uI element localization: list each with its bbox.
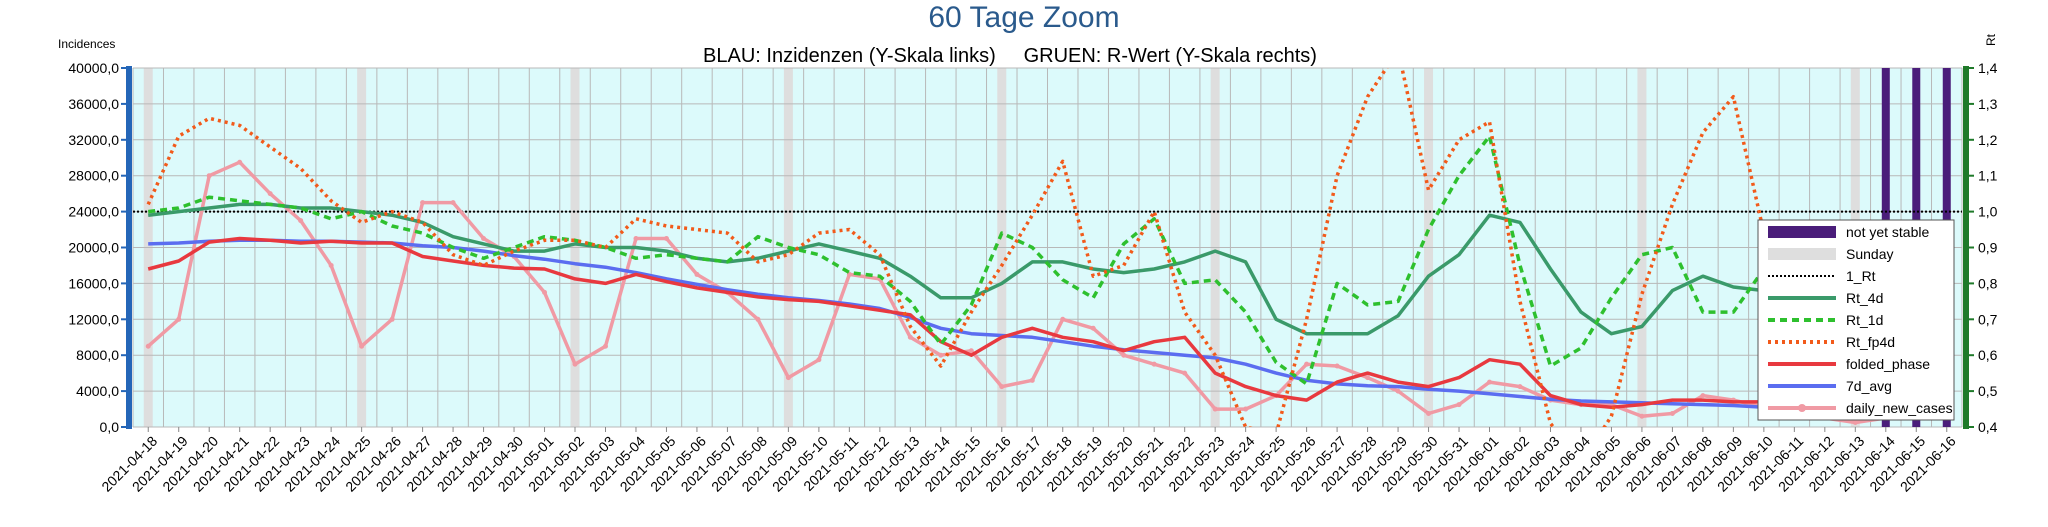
data-point-daily-new-cases [267,191,273,197]
data-point-daily-new-cases [1212,406,1218,412]
legend-label-rt-fp4d: Rt_fp4d [1846,334,1895,350]
series-line-daily-new-cases [147,160,1948,425]
legend-label-7d-avg: 7d_avg [1846,378,1892,394]
data-point-daily-new-cases [145,343,151,349]
data-point-daily-new-cases [633,236,639,242]
legend-label-daily-new-cases: daily_new_cases [1846,400,1953,416]
data-point-daily-new-cases [938,352,944,358]
data-point-daily-new-cases [1365,375,1371,381]
data-point-daily-new-cases [1487,379,1493,385]
legend-swatch-not-yet-stable [1768,226,1836,238]
data-point-daily-new-cases [1395,388,1401,394]
legend-label-rt-4d: Rt_4d [1846,290,1883,306]
data-point-daily-new-cases [1334,363,1340,369]
legend-label-rt-1d: Rt_1d [1846,312,1883,328]
right-tick-label: 1,0 [1978,204,1998,220]
data-point-daily-new-cases [298,218,304,224]
left-tick-label: 36000,0 [68,96,119,112]
left-tick-label: 12000,0 [68,311,119,327]
data-point-daily-new-cases [1852,420,1858,426]
legend-swatch-sunday [1768,248,1836,260]
left-tick-label: 24000,0 [68,204,119,220]
data-point-daily-new-cases [1639,413,1645,419]
right-tick-label: 0,9 [1978,240,1998,256]
data-point-daily-new-cases [176,316,182,322]
right-tick-label: 1,1 [1978,168,1998,184]
right-tick-label: 0,4 [1978,419,1998,435]
right-tick-label: 0,6 [1978,347,1998,363]
legend-marker-daily-new-cases [1798,404,1806,412]
data-point-daily-new-cases [237,159,243,165]
series-line-folded-phase [147,236,1948,420]
chart-subtitle: BLAU: Inzidenzen (Y-Skala links) GRUEN: … [703,45,1317,67]
data-point-daily-new-cases [968,348,974,354]
data-point-daily-new-cases [542,289,548,295]
data-point-daily-new-cases [1090,325,1096,331]
data-point-daily-new-cases [1669,411,1675,417]
data-point-daily-new-cases [907,334,913,340]
data-point-daily-new-cases [420,200,426,206]
left-tick-label: 16000,0 [68,275,119,291]
data-point-daily-new-cases [1426,411,1432,417]
data-point-daily-new-cases [755,316,761,322]
legend-label-1-rt: 1_Rt [1846,268,1876,284]
legend-label-folded-phase: folded_phase [1846,356,1930,372]
left-tick-label: 4000,0 [76,383,119,399]
right-tick-label: 1,3 [1978,96,1998,112]
right-tick-label: 1,2 [1978,132,1998,148]
left-tick-label: 8000,0 [76,347,119,363]
data-point-daily-new-cases [816,357,822,363]
data-point-daily-new-cases [359,343,365,349]
data-point-daily-new-cases [999,384,1005,390]
data-point-daily-new-cases [572,361,578,367]
left-axis-label: Incidences [58,37,115,51]
data-point-daily-new-cases [663,236,669,242]
left-tick-label: 32000,0 [68,132,119,148]
data-point-daily-new-cases [450,200,456,206]
series-line-rt-fp4d [146,68,1948,427]
right-tick-label: 1,4 [1978,60,1998,76]
data-point-daily-new-cases [785,375,791,381]
legend-label-sunday: Sunday [1846,246,1893,262]
left-tick-label: 0,0 [100,419,120,435]
right-tick-label: 0,5 [1978,383,1998,399]
data-point-daily-new-cases [206,173,212,179]
left-tick-label: 20000,0 [68,240,119,256]
right-tick-label: 0,7 [1978,311,1998,327]
right-tick-label: 0,8 [1978,275,1998,291]
data-point-daily-new-cases [481,236,487,242]
plot-area: 0,0 4000,0 8000,0 12000,0 16000,0 20000,0 2400… [68,60,1998,495]
legend-label-not-yet-stable: not yet stable [1846,224,1929,240]
data-point-daily-new-cases [1243,406,1249,412]
data-point-daily-new-cases [1304,361,1310,367]
data-point-daily-new-cases [1029,377,1035,383]
right-axis-label: Rt [1984,33,1998,46]
data-point-daily-new-cases [1151,361,1157,367]
left-tick-label: 40000,0 [68,60,119,76]
data-point-daily-new-cases [1700,393,1706,399]
left-tick-label: 28000,0 [68,168,119,184]
data-point-daily-new-cases [1182,370,1188,376]
data-point-daily-new-cases [1517,384,1523,390]
data-point-daily-new-cases [328,262,334,268]
data-point-daily-new-cases [1060,316,1066,322]
data-point-daily-new-cases [694,271,700,277]
chart-title: 60 Tage Zoom [928,1,1119,34]
data-point-daily-new-cases [1456,402,1462,408]
data-point-daily-new-cases [1121,352,1127,358]
data-point-daily-new-cases [602,343,608,349]
data-point-daily-new-cases [389,316,395,322]
series-line-rt-1d [147,134,1949,404]
